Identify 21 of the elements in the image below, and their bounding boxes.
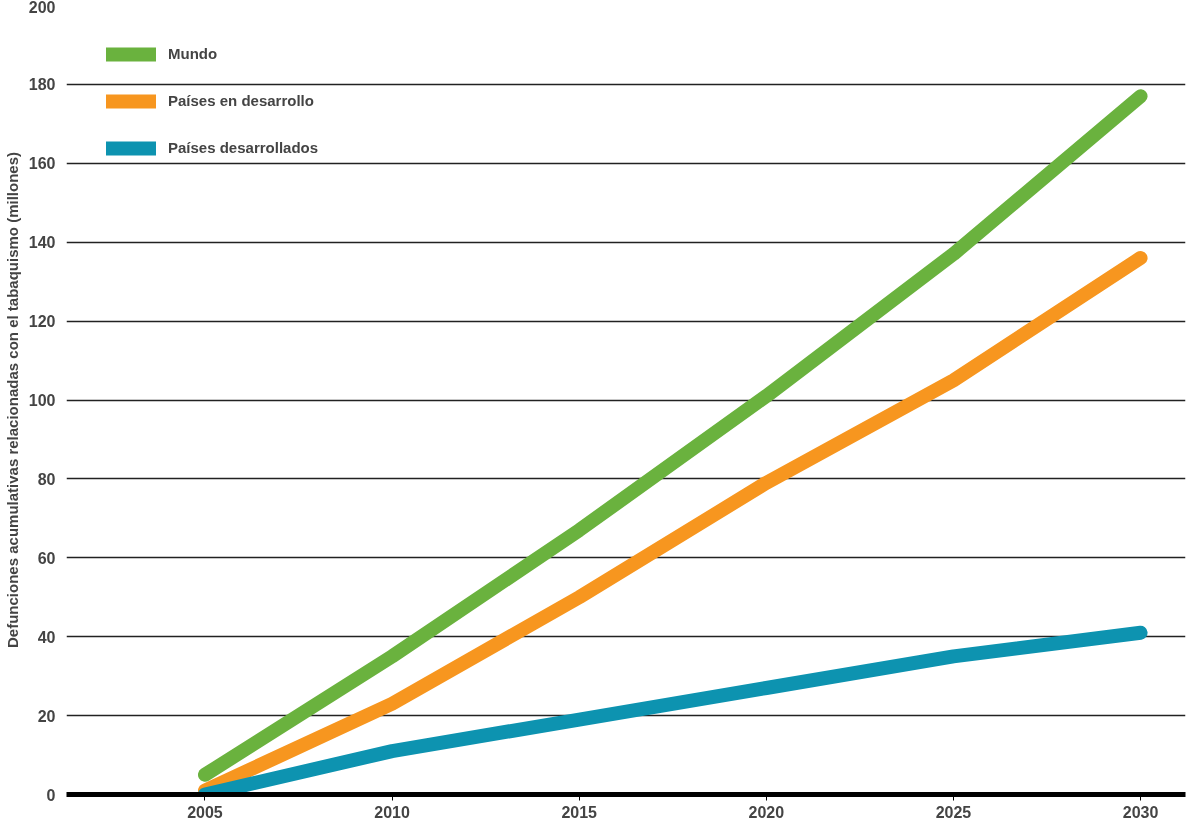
x-tick-label: 2005: [187, 803, 223, 821]
x-tick-label: 2030: [1122, 803, 1159, 821]
y-tick-label: 60: [37, 549, 56, 567]
x-tick-label: 2020: [748, 803, 785, 821]
y-tick-label: 20: [37, 707, 56, 725]
x-tick-label: 2015: [561, 803, 598, 821]
y-tick-label: 200: [28, 0, 56, 16]
x-tick-label: 2010: [374, 803, 410, 821]
legend-label: Países desarrollados: [168, 139, 319, 156]
legend-label: Mundo: [168, 45, 218, 62]
y-tick-label: 180: [28, 76, 56, 94]
x-tick-label: 2025: [935, 803, 972, 821]
y-tick-label: 40: [37, 628, 56, 646]
y-tick-label: 120: [28, 313, 56, 331]
y-tick-label: 160: [28, 155, 56, 173]
y-tick-label: 0: [46, 786, 56, 804]
y-tick-label: 80: [37, 470, 56, 488]
y-axis-title: Defunciones acumulativas relacionadas con el tabaquismo (millones): [3, 152, 21, 648]
legend-label: Países en desarrollo: [168, 92, 314, 109]
y-tick-label: 140: [28, 234, 56, 252]
y-tick-label: 100: [28, 392, 56, 409]
